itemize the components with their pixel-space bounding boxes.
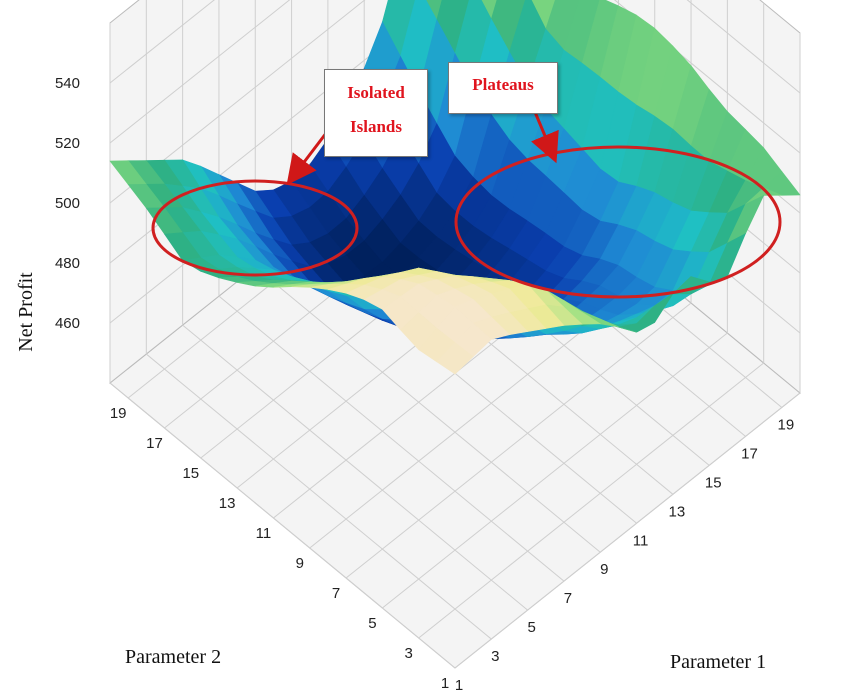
surface-facet [480,0,498,20]
y-tick-label: 7 [332,585,340,602]
x-tick-label: 7 [564,590,572,607]
y-tick-label: 11 [256,525,272,542]
x-tick-label: 13 [669,503,686,520]
y-tick-label: 17 [146,435,163,452]
grid-line [109,382,456,669]
grid-line [382,332,728,609]
y-tick-label: 1 [441,675,449,692]
x-tick-label: 1 [455,677,463,694]
x-axis-title: Parameter 1 [670,651,766,673]
x-tick-label: 3 [491,648,499,665]
surface-facet [436,342,474,375]
x-tick-label: 19 [777,416,794,433]
isolated-islands-line-2: Islands [350,117,402,136]
x-tick-label: 17 [741,445,758,462]
y-tick-label: 15 [182,465,199,482]
grid-line [454,392,801,669]
z-axis-title: Net Profit [15,272,37,352]
z-tick-label: 460 [55,315,80,332]
grid-line [418,362,764,639]
y-tick-label: 5 [368,615,376,632]
grid-line [109,0,215,84]
y-tick-label: 9 [296,555,304,572]
y-axis-title: Parameter 2 [125,646,221,668]
x-tick-label: 9 [600,561,608,578]
y-tick-label: 19 [110,405,127,422]
grid-line [145,353,492,640]
isolated-islands-ellipse [151,179,359,277]
tick-labels: 1357911131517191357911131517194604805005… [55,75,794,694]
z-tick-label: 480 [55,255,80,272]
grid-line [182,324,528,611]
grid-line [254,266,601,553]
grid-line [686,0,801,94]
grid-line [345,302,692,579]
z-tick-label: 520 [55,135,80,152]
z-tick-label: 540 [55,75,80,92]
grid-line [218,295,565,582]
isolated-islands-arrow [286,127,332,186]
isolated-islands-callout: Isolated Islands [324,69,428,157]
plateaus-ellipse [454,145,782,299]
x-tick-label: 15 [705,474,722,491]
y-tick-label: 3 [405,645,413,662]
y-tick-label: 13 [219,495,236,512]
x-tick-label: 5 [527,619,535,636]
grid-line [109,0,366,204]
z-tick-label: 500 [55,195,80,212]
plateaus-arrow [531,111,559,164]
plateaus-label: Plateaus [472,75,534,94]
isolated-islands-line-1: Isolated [347,83,405,102]
grid-line [109,0,291,144]
plateaus-callout: Plateaus [448,62,558,114]
x-tick-label: 11 [633,532,649,549]
